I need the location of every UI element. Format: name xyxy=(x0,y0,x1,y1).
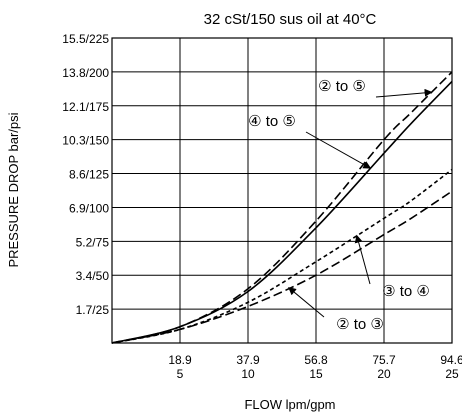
annotation-label: ② to ③ xyxy=(336,316,384,333)
y-tick-label: 15.5/225 xyxy=(62,32,109,46)
x-tick-label-gpm: 5 xyxy=(177,367,184,381)
annotations-group: ② to ⑤ ④ to ⑤ ③ to ④ ② to ③ xyxy=(248,78,433,333)
x-tick-label-lpm: 18.9 xyxy=(168,353,192,367)
y-tick-label: 13.8/200 xyxy=(62,66,109,80)
x-tick-label-gpm: 10 xyxy=(241,367,255,381)
x-tick-label-lpm: 94.6 xyxy=(440,353,462,367)
plot-frame xyxy=(111,37,453,344)
x-axis-label: FLOW lpm/gpm xyxy=(244,397,335,412)
annotation-label: ④ to ⑤ xyxy=(248,113,296,130)
y-tick-label: 6.9/100 xyxy=(69,201,109,215)
series-line xyxy=(111,190,453,344)
series-line xyxy=(111,168,453,344)
annotation-arrow xyxy=(288,287,325,318)
y-tick-label: 5.2/75 xyxy=(76,235,110,249)
x-tick-label-lpm: 37.9 xyxy=(236,353,260,367)
y-tick-label: 12.1/175 xyxy=(62,100,109,114)
x-tick-label-lpm: 56.8 xyxy=(304,353,328,367)
y-axis-label: PRESSURE DROP bar/psi xyxy=(6,112,21,267)
x-tick-labels: 18.95 37.910 56.815 75.720 94.625 xyxy=(168,353,462,381)
series-line xyxy=(111,80,453,344)
y-tick-label: 1.7/25 xyxy=(76,303,110,317)
x-tick-label-gpm: 15 xyxy=(309,367,323,381)
annotation-arrow xyxy=(375,88,433,98)
x-tick-label-gpm: 20 xyxy=(377,367,391,381)
annotation-label: ③ to ④ xyxy=(382,283,430,300)
annotation-label: ② to ⑤ xyxy=(318,78,366,95)
chart-title: 32 cSt/150 sus oil at 40°C xyxy=(204,11,377,28)
x-tick-label-gpm: 25 xyxy=(445,367,459,381)
series-group xyxy=(111,71,453,344)
y-tick-labels: 1.7/25 3.4/50 5.2/75 6.9/100 8.6/125 10.3/150… xyxy=(62,32,109,317)
y-tick-label: 8.6/125 xyxy=(69,168,109,182)
y-tick-label: 3.4/50 xyxy=(76,269,110,283)
annotation-arrow xyxy=(305,131,372,169)
annotation-arrow xyxy=(354,234,371,285)
x-tick-label-lpm: 75.7 xyxy=(372,353,396,367)
y-tick-label: 10.3/150 xyxy=(62,134,109,148)
